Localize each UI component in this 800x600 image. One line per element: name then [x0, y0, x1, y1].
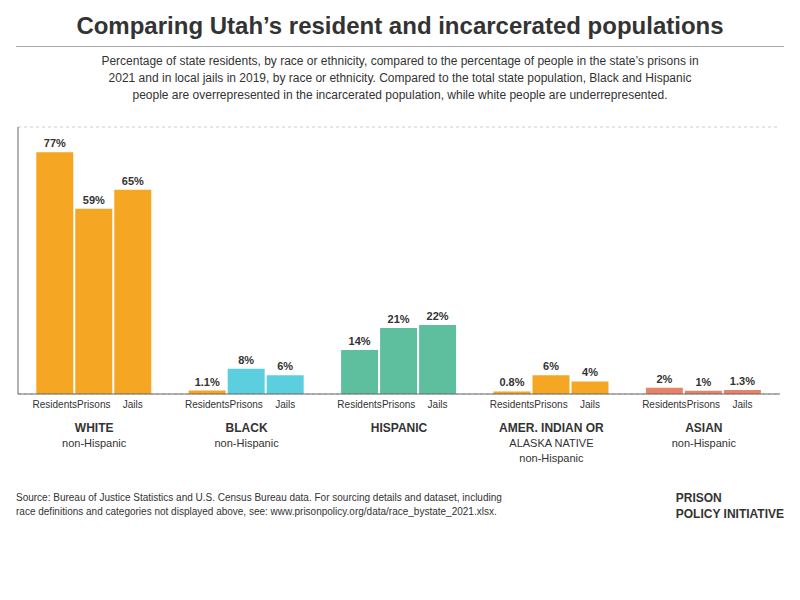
html-text:PRISON POLICY INITIATIVE: PRISON POLICY INITIATIVE: [675, 491, 784, 521]
svg-text:22%: 22%: [427, 310, 449, 322]
svg-text:8%: 8%: [238, 354, 254, 366]
svg-text:65%: 65%: [122, 175, 144, 187]
svg-text:Prisons: Prisons: [230, 399, 263, 410]
svg-text:14%: 14%: [349, 335, 371, 347]
svg-text:1.3%: 1.3%: [730, 375, 755, 387]
svg-text:6%: 6%: [543, 361, 559, 373]
svg-text:4%: 4%: [582, 367, 598, 379]
svg-text:Jails: Jails: [428, 399, 448, 410]
svg-text:Residents: Residents: [490, 399, 534, 410]
svg-text:59%: 59%: [83, 194, 105, 206]
html-text:Percentage of state residents,: Percentage of state residents, by race o…: [101, 54, 699, 102]
html-text:Comparing Utah’s resident and: Comparing Utah’s resident and incarcerat…: [76, 12, 724, 39]
svg-text:ASIAN: ASIAN: [685, 421, 722, 435]
svg-text:ALASKA NATIVE: ALASKA NATIVE: [509, 437, 593, 449]
svg-text:21%: 21%: [388, 313, 410, 325]
svg-text:HISPANIC: HISPANIC: [371, 421, 428, 435]
svg-text:6%: 6%: [277, 361, 293, 373]
svg-text:Prisons: Prisons: [382, 399, 415, 410]
svg-text:Prisons: Prisons: [77, 399, 110, 410]
svg-text:1.1%: 1.1%: [195, 376, 220, 388]
svg-text:Prisons: Prisons: [687, 399, 720, 410]
svg-text:non-Hispanic: non-Hispanic: [672, 437, 737, 449]
svg-text:non-Hispanic: non-Hispanic: [519, 452, 584, 464]
svg-text:2%: 2%: [656, 373, 672, 385]
svg-text:77%: 77%: [44, 138, 66, 150]
svg-text:Residents: Residents: [642, 399, 686, 410]
svg-text:Residents: Residents: [337, 399, 381, 410]
svg-text:Jails: Jails: [580, 399, 600, 410]
svg-text:Jails: Jails: [275, 399, 295, 410]
html-text:Source: Bureau of Justice Stat: Source: Bureau of Justice Statistics and…: [16, 492, 502, 518]
svg-text:Jails: Jails: [123, 399, 143, 410]
svg-text:Residents: Residents: [33, 399, 77, 410]
svg-text:non-Hispanic: non-Hispanic: [214, 437, 279, 449]
svg-text:WHITE: WHITE: [75, 421, 114, 435]
svg-text:Residents: Residents: [185, 399, 229, 410]
svg-text:non-Hispanic: non-Hispanic: [62, 437, 127, 449]
svg-text:Prisons: Prisons: [534, 399, 567, 410]
svg-text:BLACK: BLACK: [226, 421, 268, 435]
svg-text:Jails: Jails: [732, 399, 752, 410]
svg-text:0.8%: 0.8%: [499, 377, 524, 389]
svg-text:AMER. INDIAN OR: AMER. INDIAN OR: [499, 421, 604, 435]
svg-text:1%: 1%: [695, 376, 711, 388]
